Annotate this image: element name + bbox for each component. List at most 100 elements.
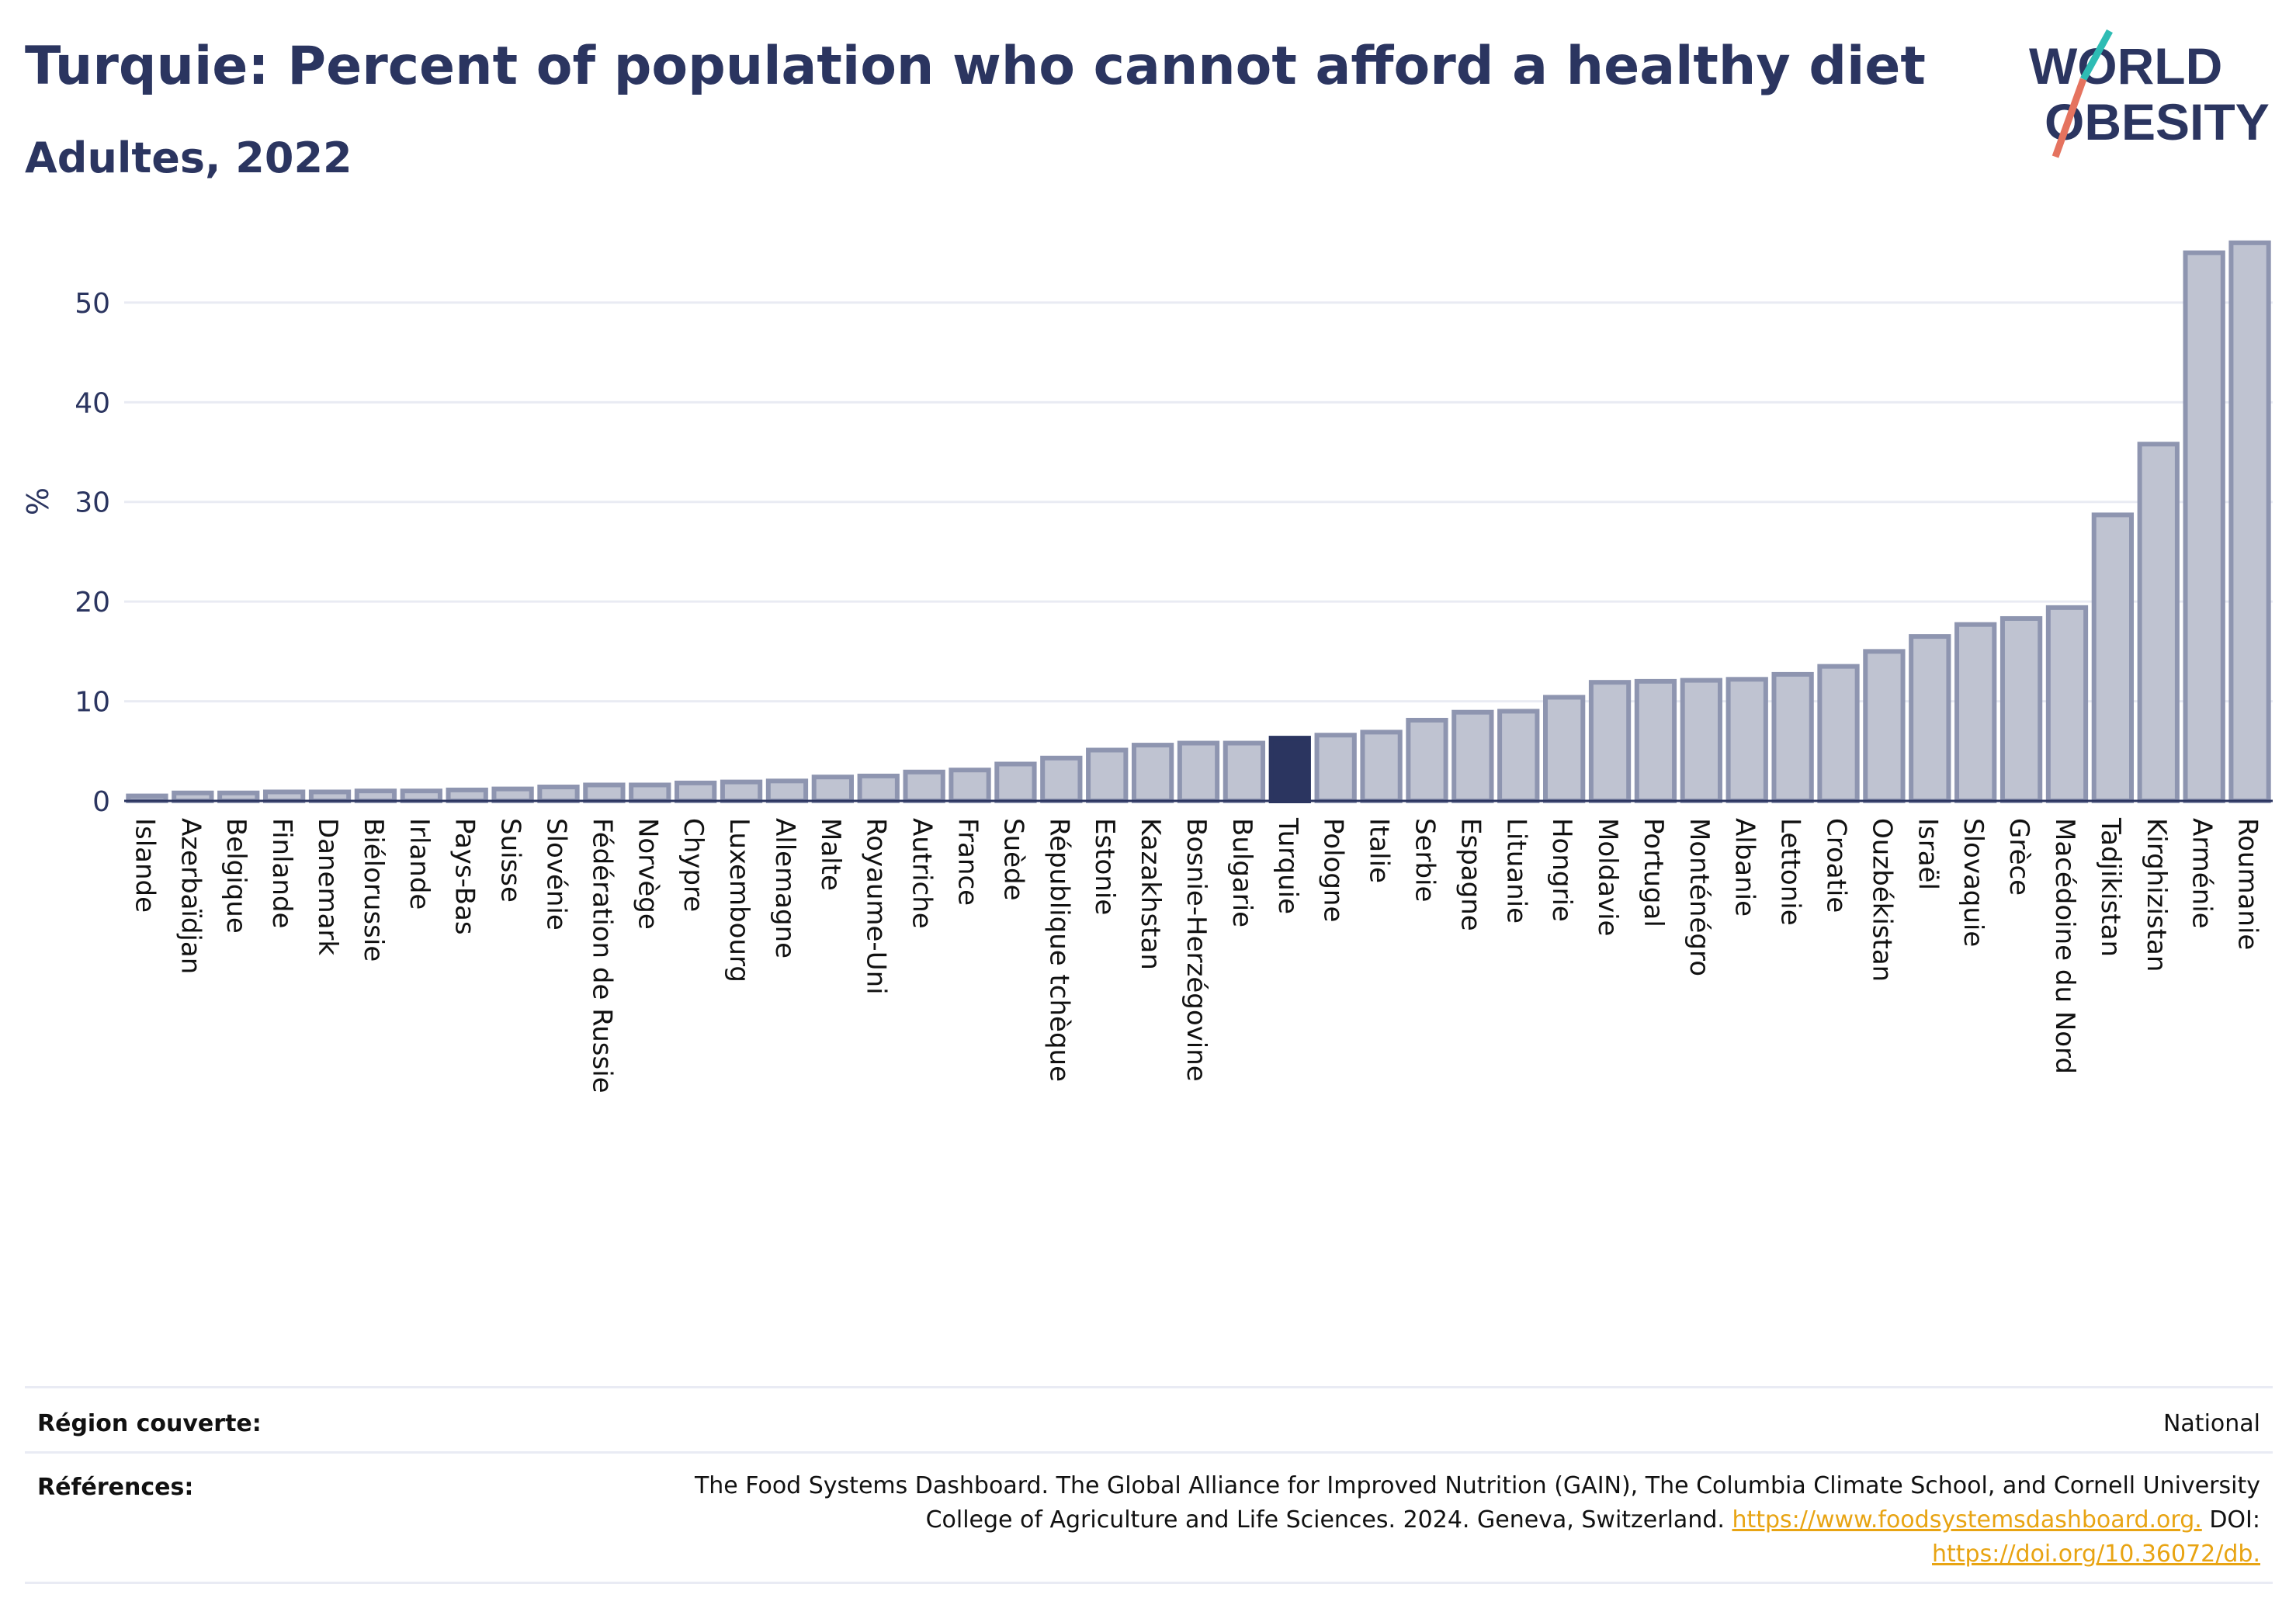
x-tick-label: Pologne [1318,818,1349,922]
bar-lituanie[interactable] [1497,709,1540,804]
doi-label: DOI: [2209,1506,2260,1534]
bar-fédération-de-russie[interactable] [583,782,626,804]
references-row: Références: The Food Systems Dashboard. … [25,1451,2273,1584]
page-subtitle: Adultes, 2022 [25,133,352,182]
y-tick-label: 40 [75,387,110,419]
bar-royaume-uni[interactable] [857,773,900,803]
x-tick-label: Bosnie-Herzégovine [1181,818,1212,1082]
bar-pays-bas[interactable] [446,787,488,803]
bar-irlande[interactable] [400,788,442,804]
x-tick-label: Macédoine du Nord [2049,818,2080,1074]
x-tick-label: Pays-Bas [449,818,480,935]
bar-biélorussie[interactable] [354,788,397,804]
x-tick-label: Croatie [1821,818,1852,913]
bar-luxembourg[interactable] [720,779,763,803]
bar-albanie[interactable] [1725,677,1768,803]
region-row: Région couverte: National [25,1386,2273,1454]
bar-belgique[interactable] [217,790,260,804]
bar-autriche[interactable] [903,769,945,803]
x-tick-label: Italie [1364,818,1395,883]
logo-line1: WORLD [2029,37,2222,95]
x-tick-label: Belgique [220,818,251,934]
bar-france[interactable] [949,768,991,803]
x-tick-label: Grèce [2003,818,2034,896]
y-tick-label: 20 [75,587,110,619]
x-tick-label: République tchèque [1043,818,1074,1082]
bar-arménie[interactable] [2183,250,2225,803]
x-tick-label: Malte [815,818,846,891]
bar-tadjikistan[interactable] [2091,512,2135,803]
x-tick-label: Suisse [495,818,526,903]
bar-bosnie-herzégovine[interactable] [1177,740,1220,804]
bar-ouzbékistan[interactable] [1863,649,1906,803]
doi-link[interactable]: https://doi.org/10.36072/db. [1932,1541,2260,1568]
x-tick-label: Portugal [1638,818,1669,927]
bar-macédoine-du-nord[interactable] [2045,605,2089,803]
bar-slovénie[interactable] [537,785,580,804]
y-tick-label: 0 [92,786,110,818]
logo-line2: OBESITY [2045,93,2270,151]
x-tick-label: Allemagne [769,818,800,958]
bar-espagne[interactable] [1451,709,1494,803]
y-axis-ticks: 0 10 20 30 40 50 [75,288,110,818]
y-tick-label: 10 [75,687,110,719]
bar-kirghizistan[interactable] [2137,442,2180,803]
x-tick-label: Finlande [266,818,297,928]
bar-danemark[interactable] [308,789,352,803]
y-tick-label: 50 [75,288,110,320]
bar-bulgarie[interactable] [1223,740,1266,804]
bar-portugal[interactable] [1634,678,1677,803]
bar-chart: 0 10 20 30 40 50 Islande Azerbaïdjan Belgique Fi… [21,240,2273,1093]
bar-slovaquie[interactable] [1954,622,1997,804]
x-tick-label: Fédération de Russie [586,818,617,1093]
bar-roumanie[interactable] [2228,240,2271,803]
y-tick-label: 30 [75,487,110,519]
bar-suède[interactable] [994,761,1037,803]
x-tick-label: Arménie [2187,818,2218,929]
bar-turquie[interactable] [1268,736,1311,803]
x-axis-labels: Islande Azerbaïdjan Belgique Finlande Danema… [129,817,2263,1093]
x-tick-label: Azerbaïdjan [175,818,206,974]
x-tick-label: Chypre [678,818,709,912]
x-tick-label: Slovénie [540,818,571,931]
bar-croatie[interactable] [1817,664,1860,804]
bar-malte[interactable] [811,775,854,804]
bar-république-tchèque[interactable] [1040,755,1083,803]
bar-italie[interactable] [1360,730,1403,803]
x-tick-label: Kirghizistan [2141,818,2172,972]
bar-kazakhstan[interactable] [1131,743,1174,804]
bar-hongrie[interactable] [1543,695,1586,803]
x-tick-label: Roumanie [2232,818,2263,950]
x-tick-label: Turquie [1272,817,1303,914]
bar-norvège[interactable] [629,782,671,804]
bar-suisse[interactable] [491,786,534,804]
bar-lettonie[interactable] [1771,671,1814,804]
logo-slash-coral-icon [2051,78,2087,158]
x-tick-label: Bulgarie [1226,818,1257,927]
x-tick-label: Danemark [312,818,343,955]
bar-finlande[interactable] [262,789,306,803]
region-label: Région couverte: [37,1410,262,1437]
bar-moldavie[interactable] [1588,680,1632,804]
bar-grèce[interactable] [1999,615,2043,804]
bar-israël[interactable] [1909,634,1951,804]
x-tick-label: Islande [129,818,160,913]
bar-allemagne[interactable] [765,778,809,804]
x-tick-label: Israël [1912,818,1943,890]
x-tick-label: Royaume-Uni [861,818,892,995]
bar-monténégro[interactable] [1680,678,1722,804]
references-label: Références: [37,1474,194,1501]
bar-estonie[interactable] [1086,747,1129,803]
x-tick-label: Kazakhstan [1135,818,1166,970]
x-tick-label: Suède [997,818,1028,901]
bar-azerbaïdjan[interactable] [172,790,214,804]
x-tick-label: Ouzbékistan [1866,818,1897,982]
dashboard-link[interactable]: https://www.foodsystemsdashboard.org. [1732,1506,2202,1534]
x-tick-label: Irlande [404,818,435,910]
bar-serbie[interactable] [1406,717,1448,803]
logo-slash-teal-icon [2080,29,2113,81]
x-tick-label: Lituanie [1500,818,1531,924]
bar-pologne[interactable] [1314,733,1357,804]
x-tick-label: Hongrie [1546,818,1577,922]
bar-chypre[interactable] [675,780,717,804]
